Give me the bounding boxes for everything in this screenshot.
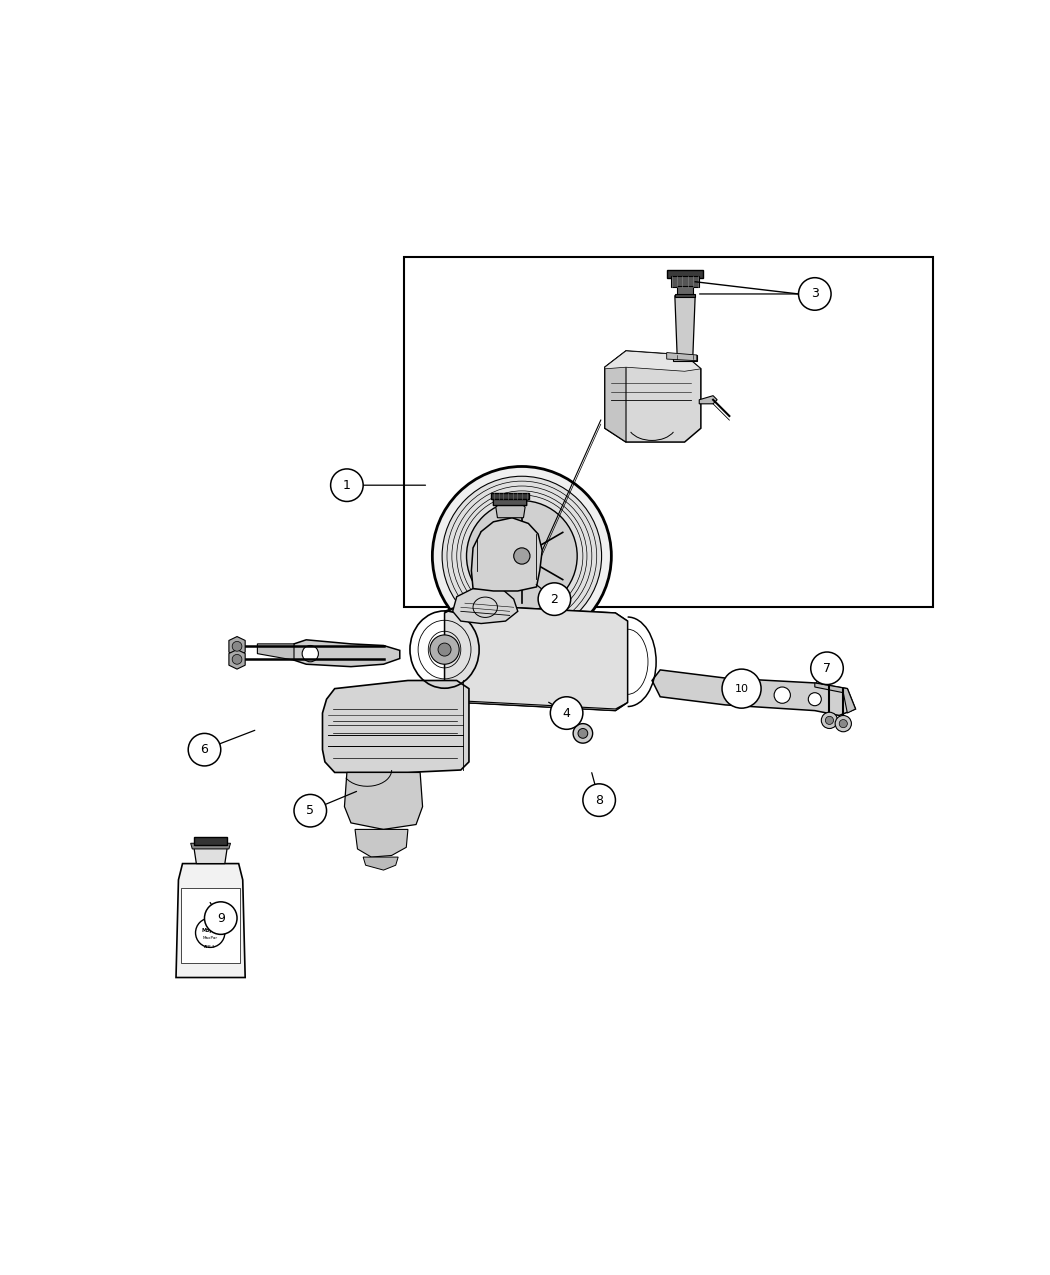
Text: 7: 7 (823, 662, 831, 674)
Circle shape (433, 467, 611, 645)
Circle shape (232, 654, 242, 664)
Circle shape (188, 733, 220, 766)
Polygon shape (494, 496, 527, 506)
Polygon shape (444, 604, 628, 710)
Circle shape (331, 469, 363, 501)
Polygon shape (496, 504, 525, 518)
Polygon shape (257, 644, 294, 660)
Polygon shape (194, 836, 227, 845)
Polygon shape (194, 848, 227, 863)
Circle shape (578, 728, 588, 738)
Polygon shape (675, 296, 695, 360)
Polygon shape (444, 685, 628, 710)
Circle shape (466, 501, 578, 611)
Polygon shape (605, 351, 701, 371)
Circle shape (808, 692, 821, 706)
Circle shape (294, 794, 327, 827)
Circle shape (835, 715, 852, 732)
Circle shape (513, 548, 530, 564)
Text: 1: 1 (343, 478, 351, 492)
Polygon shape (605, 351, 701, 442)
Circle shape (205, 901, 237, 935)
Text: 6: 6 (201, 743, 208, 756)
Polygon shape (673, 354, 697, 361)
Circle shape (302, 645, 318, 662)
Polygon shape (667, 353, 697, 361)
Circle shape (811, 652, 843, 685)
Circle shape (538, 583, 571, 616)
Text: 3: 3 (811, 287, 819, 301)
Polygon shape (322, 681, 469, 773)
Circle shape (195, 918, 225, 947)
Circle shape (821, 713, 838, 728)
Text: 9: 9 (216, 912, 225, 924)
Polygon shape (444, 604, 628, 630)
Text: MaxPar: MaxPar (203, 936, 217, 941)
Text: M: M (207, 919, 213, 926)
Text: 8: 8 (595, 793, 603, 807)
Text: 4: 4 (563, 706, 570, 719)
Circle shape (798, 278, 832, 310)
Circle shape (442, 477, 602, 636)
Polygon shape (677, 286, 693, 296)
Circle shape (825, 717, 834, 724)
Text: Mopar: Mopar (202, 928, 219, 933)
Polygon shape (453, 589, 518, 623)
Polygon shape (229, 649, 246, 669)
Circle shape (722, 669, 761, 708)
Polygon shape (491, 492, 529, 499)
Circle shape (429, 635, 459, 664)
Text: 5: 5 (307, 805, 314, 817)
Circle shape (438, 643, 452, 657)
Polygon shape (471, 518, 542, 592)
Polygon shape (229, 636, 246, 657)
Circle shape (774, 687, 791, 704)
Polygon shape (675, 295, 695, 297)
Circle shape (839, 719, 847, 728)
Polygon shape (363, 857, 398, 870)
Polygon shape (671, 277, 699, 287)
Polygon shape (181, 887, 240, 963)
Polygon shape (667, 269, 704, 278)
FancyBboxPatch shape (404, 258, 932, 607)
Text: 10: 10 (735, 683, 749, 694)
Polygon shape (815, 683, 856, 713)
Text: ATP-3: ATP-3 (205, 945, 216, 949)
Circle shape (573, 724, 592, 743)
Polygon shape (344, 773, 422, 830)
Polygon shape (191, 843, 231, 849)
Circle shape (550, 696, 583, 729)
Circle shape (583, 784, 615, 816)
Circle shape (504, 538, 540, 574)
Circle shape (232, 641, 242, 652)
Polygon shape (699, 395, 717, 404)
Polygon shape (355, 830, 407, 857)
Polygon shape (605, 351, 626, 442)
Polygon shape (176, 863, 246, 978)
Polygon shape (290, 640, 400, 667)
Polygon shape (652, 669, 856, 715)
Text: 2: 2 (550, 593, 559, 606)
